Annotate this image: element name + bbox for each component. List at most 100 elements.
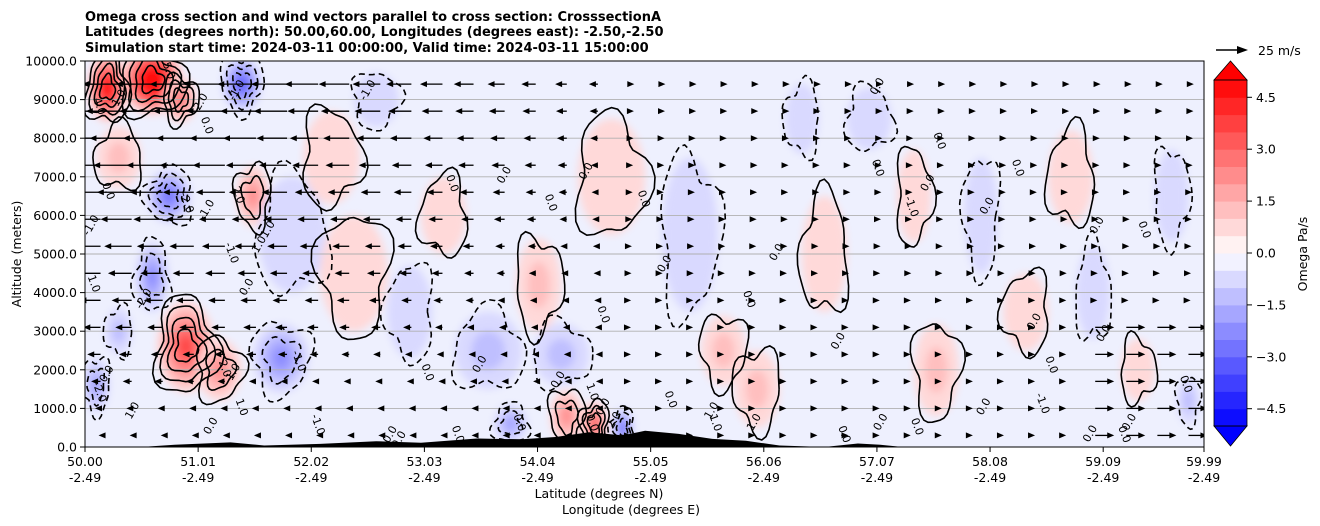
wind-vector-head <box>813 108 821 115</box>
colorbar-level <box>1214 322 1247 340</box>
wind-vector-head <box>406 378 414 385</box>
wind-vector-head <box>217 81 225 88</box>
wind-vector-head <box>378 432 386 439</box>
wind-vector-head <box>1091 216 1099 223</box>
wind-vector-head <box>289 135 297 142</box>
wind-vector-head <box>1059 405 1067 412</box>
wind-vector-head <box>107 270 115 277</box>
wind-vector-head <box>272 297 280 304</box>
wind-vector-head <box>375 378 383 385</box>
wind-vector-head <box>588 81 596 88</box>
wind-vector-head <box>1060 243 1068 250</box>
contour-line <box>139 163 192 227</box>
wind-vector-head <box>749 216 757 223</box>
wind-vector-head <box>156 135 164 142</box>
wind-vector-head <box>269 270 277 277</box>
wind-vector-head <box>471 432 479 439</box>
colorbar-level <box>1214 270 1247 289</box>
wind-vector-head <box>969 81 977 88</box>
wind-vector-head <box>1185 162 1193 169</box>
wind-vector-head <box>934 432 942 439</box>
wind-vector-head <box>458 162 466 169</box>
omega-blob <box>303 111 360 204</box>
wind-vector-head <box>968 135 976 142</box>
wind-vector-head <box>419 81 427 88</box>
x-tick-label: 59.09 <box>1085 454 1121 469</box>
wind-vector-head <box>1107 378 1115 385</box>
omega-blob <box>274 349 289 367</box>
contour-line <box>909 323 967 424</box>
wind-vector-head <box>1200 405 1204 412</box>
x-tick-label: 53.03 <box>406 454 442 469</box>
wind-vector-head <box>967 216 975 223</box>
wind-vector-head <box>292 162 300 169</box>
wind-vector-head <box>182 351 190 358</box>
wind-vector-head <box>781 135 789 142</box>
wind-vector-head <box>557 162 565 169</box>
wind-vector-head <box>251 405 259 412</box>
wind-vector-head <box>397 243 405 250</box>
contour-line <box>615 417 629 437</box>
wind-vector-head <box>98 432 106 439</box>
wind-vector-head <box>1152 297 1160 304</box>
wind-vector-head <box>525 189 533 196</box>
wind-vector-head <box>399 270 407 277</box>
wind-vector-head <box>211 324 219 331</box>
wind-vector-head <box>748 297 756 304</box>
wind-vector-head <box>686 378 694 385</box>
wind-vector-head <box>1061 162 1069 169</box>
wind-vector-head <box>779 432 787 439</box>
contour-label: 1.0 <box>85 273 103 294</box>
omega-blob <box>620 423 625 432</box>
wind-vector-head <box>423 135 431 142</box>
omega-blob <box>149 77 155 84</box>
contour-line <box>159 305 217 383</box>
wind-vector-head <box>1169 432 1177 439</box>
wind-vector-head <box>748 324 756 331</box>
contour-line <box>958 160 1002 287</box>
contour-label: 0.0 <box>662 389 680 410</box>
contour-label: 0.0 <box>930 130 948 151</box>
wind-vector-head <box>655 378 663 385</box>
wind-vector-head <box>362 216 370 223</box>
wind-vector-head <box>1029 216 1037 223</box>
wind-vector-head <box>905 216 913 223</box>
wind-vector-head <box>76 270 83 276</box>
wind-vector-head <box>304 297 312 304</box>
quiver-key-arrowhead <box>1237 46 1248 54</box>
wind-vector-head <box>626 162 634 169</box>
contour-label: 0.0 <box>419 362 437 383</box>
wind-vector-head <box>339 324 347 331</box>
wind-vector-head <box>903 297 911 304</box>
wind-vector-head <box>590 162 598 169</box>
wind-vector-head <box>521 81 529 88</box>
wind-vector-head <box>720 108 728 115</box>
contour-label: 1.0 <box>583 381 601 402</box>
wind-vector-head <box>220 405 228 412</box>
wind-vector-head <box>844 135 852 142</box>
wind-vector-head <box>934 324 942 331</box>
wind-vector-head <box>1155 108 1163 115</box>
wind-vector-head <box>595 405 603 412</box>
wind-vector-head <box>122 378 130 385</box>
wind-vector-head <box>185 378 193 385</box>
wind-vector-head <box>689 108 697 115</box>
wind-vector-head <box>243 324 251 331</box>
wind-vector-head <box>208 297 216 304</box>
wind-vector-head <box>779 324 787 331</box>
wind-vector-head <box>1059 432 1067 439</box>
wind-vector-head <box>813 81 821 88</box>
y-axis-ticks: 0.0 1000.0 2000.0 3000.0 4000.0 5000.0 6000.0 7… <box>25 54 85 455</box>
omega-blob <box>785 84 819 154</box>
wind-vector-head <box>719 135 727 142</box>
wind-vector-head <box>555 81 563 88</box>
wind-vector-head <box>779 405 787 412</box>
contour-label: 0.0 <box>1177 374 1195 395</box>
wind-vector-head <box>1183 297 1191 304</box>
wind-vector-head <box>872 297 880 304</box>
wind-vector-head <box>435 324 443 331</box>
wind-vector-head <box>111 297 119 304</box>
wind-vector-head <box>471 405 479 412</box>
omega-blob <box>661 157 718 312</box>
x-tick-label-lon: -2.49 <box>974 470 1006 485</box>
